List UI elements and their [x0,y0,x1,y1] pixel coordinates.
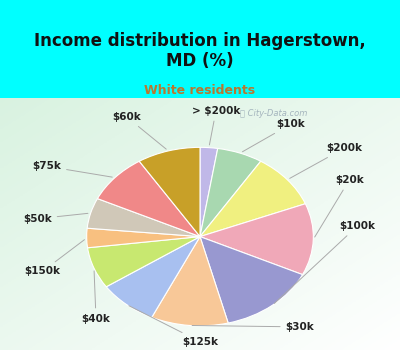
Text: ⓘ City-Data.com: ⓘ City-Data.com [240,109,307,118]
Text: $75k: $75k [32,161,112,177]
Text: $10k: $10k [242,119,305,152]
Wedge shape [139,147,200,237]
Text: $40k: $40k [82,271,110,323]
Text: Income distribution in Hagerstown,
MD (%): Income distribution in Hagerstown, MD (%… [34,32,366,70]
Wedge shape [200,204,313,275]
Wedge shape [152,237,228,326]
Wedge shape [87,198,200,237]
Text: $200k: $200k [290,144,362,178]
Text: $150k: $150k [25,240,84,276]
Wedge shape [200,237,302,323]
Wedge shape [87,228,200,248]
Wedge shape [200,147,218,237]
Text: White residents: White residents [144,84,256,97]
Text: > $200k: > $200k [192,106,240,145]
Wedge shape [200,148,261,237]
Text: $125k: $125k [129,306,218,346]
Text: $100k: $100k [274,221,375,303]
Text: $50k: $50k [23,214,88,224]
Wedge shape [200,161,305,237]
Wedge shape [106,237,200,317]
Wedge shape [88,237,200,287]
Text: $60k: $60k [112,112,166,149]
Wedge shape [98,161,200,237]
Text: $20k: $20k [315,175,364,237]
Text: $30k: $30k [192,322,314,332]
